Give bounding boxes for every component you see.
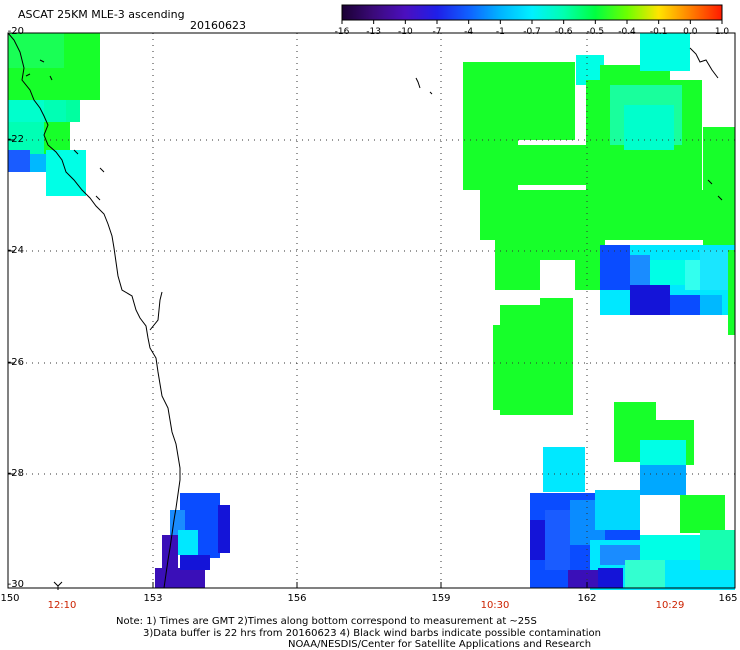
swath-cell bbox=[495, 240, 540, 290]
swath-cell bbox=[543, 447, 585, 492]
map-date: 20160623 bbox=[190, 19, 246, 32]
y-tick-label: -28 bbox=[7, 468, 24, 479]
colorbar-label: -7 bbox=[432, 27, 442, 37]
swath-cell bbox=[640, 465, 686, 495]
colorbar bbox=[341, 4, 723, 24]
swath-cell bbox=[624, 105, 674, 150]
axis-ticks bbox=[8, 139, 588, 588]
map-title: ASCAT 25KM MLE-3 ascending bbox=[18, 8, 185, 21]
swath-cell bbox=[62, 68, 100, 100]
lat-lon-grid bbox=[8, 33, 735, 588]
swath-cell bbox=[630, 285, 670, 315]
barb-icon bbox=[53, 581, 63, 587]
swath-cell bbox=[8, 33, 64, 68]
pass-time: 10:29 bbox=[655, 600, 685, 611]
colorbar-label: 1.0 bbox=[714, 27, 730, 37]
y-tick-label: -20 bbox=[7, 26, 24, 37]
swath-cell bbox=[598, 568, 623, 588]
colorbar-label: 0.0 bbox=[683, 27, 698, 37]
swath-cell bbox=[518, 145, 588, 185]
coastline bbox=[7, 32, 723, 589]
colorbar-label: -0.6 bbox=[554, 27, 573, 37]
x-tick-label: 153 bbox=[143, 593, 163, 604]
colorbar-label: -10 bbox=[397, 27, 413, 37]
swath-cell bbox=[178, 530, 198, 555]
swath-cell bbox=[30, 154, 46, 172]
colorbar-label: -0.5 bbox=[586, 27, 605, 37]
swath-cell bbox=[728, 250, 735, 335]
swath-cell bbox=[155, 568, 205, 588]
swath-cell bbox=[545, 510, 570, 570]
swath-cell bbox=[8, 150, 30, 172]
swath-cell bbox=[680, 495, 725, 533]
colorbar-label: -0.7 bbox=[523, 27, 541, 37]
swath-cell bbox=[625, 560, 665, 588]
swath-cell bbox=[8, 68, 62, 100]
swath-cell bbox=[670, 295, 700, 315]
swath-cell bbox=[8, 122, 44, 154]
swath-cell bbox=[218, 505, 230, 553]
colorbar-label: -4 bbox=[464, 27, 474, 37]
colorbar-label: -0.4 bbox=[618, 27, 636, 37]
y-tick-label: -22 bbox=[7, 134, 24, 145]
swath-cell bbox=[568, 570, 598, 588]
swath-cell bbox=[8, 100, 44, 122]
y-tick-label: -24 bbox=[7, 245, 24, 256]
swath-cell bbox=[700, 250, 728, 290]
y-tick-label: -30 bbox=[7, 579, 24, 590]
swath-cell bbox=[540, 240, 575, 260]
swath-cell bbox=[162, 535, 178, 570]
x-tick-label: 156 bbox=[287, 593, 307, 604]
swath-cell bbox=[700, 295, 722, 315]
swath-cell bbox=[640, 535, 700, 560]
swath-cell bbox=[650, 260, 685, 285]
x-tick-label: 150 bbox=[0, 593, 20, 604]
note-line-1: Note: 1) Times are GMT 2)Times along bot… bbox=[116, 616, 537, 627]
x-tick-label: 159 bbox=[431, 593, 451, 604]
wind-swaths bbox=[8, 33, 735, 590]
y-tick-label: -26 bbox=[7, 357, 24, 368]
colorbar-label: -13 bbox=[366, 27, 382, 37]
swath-cell bbox=[463, 62, 575, 140]
swath-cell bbox=[700, 530, 735, 570]
swath-cell bbox=[595, 490, 640, 530]
pass-time: 12:10 bbox=[47, 600, 77, 611]
note-line-3: NOAA/NESDIS/Center for Satellite Applica… bbox=[288, 639, 592, 650]
colorbar-gradient bbox=[341, 4, 723, 21]
swath-cell bbox=[480, 190, 720, 240]
swath-cell bbox=[600, 245, 630, 290]
swath-cell bbox=[640, 440, 686, 465]
swath-cell bbox=[46, 150, 86, 196]
swath-cell bbox=[493, 325, 503, 410]
colorbar-label: -1 bbox=[495, 27, 505, 37]
colorbar-label: -16 bbox=[334, 27, 350, 37]
plot-frame bbox=[7, 32, 736, 589]
swath-cell bbox=[540, 298, 573, 318]
swath-cell bbox=[463, 135, 518, 190]
swath-cell bbox=[640, 33, 690, 71]
note-line-2: 3)Data buffer is 22 hrs from 20160623 4)… bbox=[143, 628, 601, 639]
swath-cell bbox=[66, 100, 80, 122]
x-tick-label: 162 bbox=[577, 593, 597, 604]
pass-time: 10:30 bbox=[480, 600, 510, 611]
swath-cell bbox=[500, 305, 573, 415]
x-tick-label: 165 bbox=[718, 593, 738, 604]
swath-cell bbox=[180, 555, 210, 570]
swath-cell bbox=[44, 122, 70, 154]
colorbar-label: -0.1 bbox=[649, 27, 668, 37]
swath-cell bbox=[630, 255, 650, 285]
